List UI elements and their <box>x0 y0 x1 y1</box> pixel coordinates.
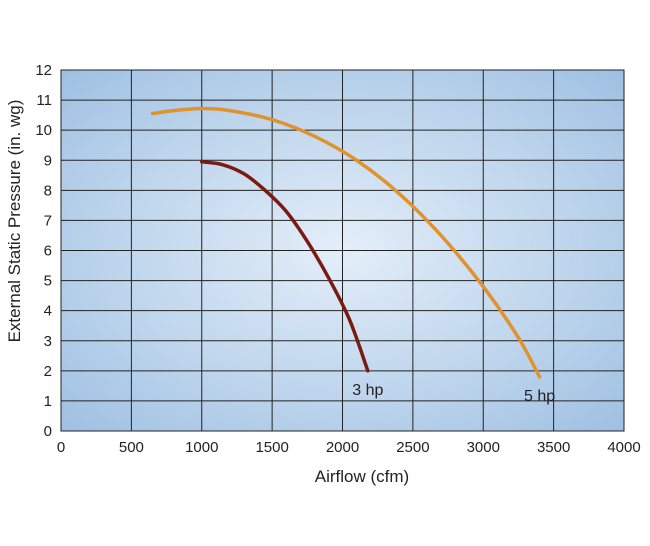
series-lines <box>150 106 542 379</box>
x-axis-title: Airflow (cfm) <box>315 467 409 486</box>
x-tick-label: 500 <box>119 439 144 456</box>
x-tick-label: 3000 <box>467 439 500 456</box>
grid-lines <box>60 69 625 432</box>
x-tick-label: 1000 <box>185 439 218 456</box>
y-tick-label: 1 <box>44 393 52 410</box>
y-tick-label: 8 <box>44 182 52 199</box>
y-tick-label: 0 <box>44 423 52 440</box>
series-label-5-hp: 5 hp <box>524 388 555 405</box>
series-label-3-hp: 3 hp <box>352 382 383 399</box>
series-line-3-hp <box>200 160 370 373</box>
y-tick-label: 5 <box>44 273 52 290</box>
x-tick-label: 3500 <box>537 439 570 456</box>
y-tick-label: 3 <box>44 333 52 350</box>
series-line-5-hp <box>150 106 542 379</box>
y-tick-label: 9 <box>44 152 52 169</box>
x-tick-label: 0 <box>57 439 65 456</box>
y-tick-label: 4 <box>44 303 52 320</box>
x-tick-label: 1500 <box>255 439 288 456</box>
y-tick-label: 12 <box>35 62 52 79</box>
y-tick-label: 10 <box>35 122 52 139</box>
y-tick-label: 11 <box>36 92 52 109</box>
x-axis-ticks: 0 500 1000 1500 2000 2500 3000 3500 4000 <box>57 439 641 456</box>
y-tick-label: 2 <box>44 363 52 380</box>
y-tick-label: 7 <box>44 212 52 229</box>
y-axis-title: External Static Pressure (in. wg) <box>5 100 24 343</box>
x-tick-label: 2000 <box>326 439 359 456</box>
x-tick-label: 2500 <box>396 439 429 456</box>
x-tick-label: 4000 <box>607 439 640 456</box>
series-labels: 3 hp 5 hp <box>352 382 555 405</box>
y-tick-label: 6 <box>44 243 52 260</box>
